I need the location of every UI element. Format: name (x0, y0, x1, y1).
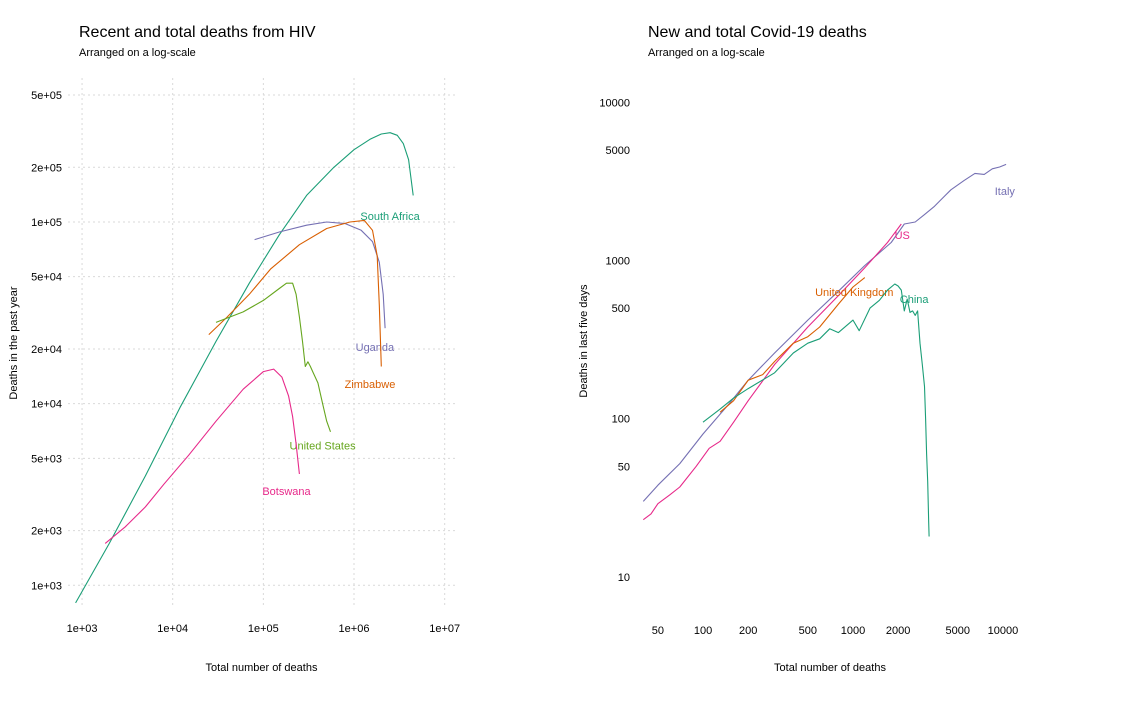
y-axis-label: Deaths in last five days (578, 284, 590, 398)
series-label-south-africa: South Africa (360, 211, 420, 223)
series-line-united-kingdom (719, 277, 866, 413)
y-tick-label: 5e+03 (31, 453, 62, 465)
series-label-united-states: United States (290, 440, 357, 452)
series-line-south-africa (75, 132, 414, 604)
series-line-italy (642, 163, 1007, 502)
chart-title: New and total Covid-19 deaths (648, 24, 867, 41)
series-label-united-kingdom: United Kingdom (815, 287, 893, 299)
x-tick-label: 100 (694, 625, 712, 637)
chart-panel-2: New and total Covid-19 deaths Arranged on… (578, 24, 1018, 674)
series-label-us: US (895, 230, 910, 242)
y-tick-label: 5000 (606, 145, 630, 157)
series-line-us (642, 223, 902, 521)
y-tick-label: 1e+04 (31, 399, 62, 411)
y-tick-label: 500 (612, 303, 630, 315)
y-tick-label: 5e+04 (31, 272, 62, 284)
y-tick-label: 50 (618, 461, 630, 473)
chart-panel-1: Recent and total deaths from HIV Arranged… (8, 24, 460, 674)
x-tick-label: 1e+07 (429, 623, 460, 635)
x-tick-label: 2000 (886, 625, 910, 637)
series-label-botswana: Botswana (262, 486, 311, 498)
x-tick-label: 1e+06 (339, 623, 370, 635)
y-tick-label: 10 (618, 572, 630, 584)
x-tick-label: 1000 (841, 625, 865, 637)
x-tick-label: 1e+05 (248, 623, 279, 635)
series-line-zimbabwe (208, 219, 382, 367)
x-tick-label: 1e+03 (67, 623, 98, 635)
y-tick-label: 1e+03 (31, 580, 62, 592)
y-tick-label: 1e+05 (31, 217, 62, 229)
y-tick-label: 2e+05 (31, 162, 62, 174)
series-label-china: China (900, 294, 930, 306)
series-line-united-states (215, 282, 332, 432)
y-tick-label: 10000 (599, 97, 630, 109)
x-tick-label: 10000 (988, 625, 1019, 637)
x-axis-label: Total number of deaths (206, 662, 318, 674)
y-tick-label: 2e+03 (31, 526, 62, 538)
x-tick-label: 500 (799, 625, 817, 637)
x-axis-label: Total number of deaths (774, 662, 886, 674)
series-line-uganda (254, 221, 386, 329)
series-label-italy: Italy (995, 186, 1016, 198)
series-label-uganda: Uganda (356, 342, 395, 354)
chart-title: Recent and total deaths from HIV (79, 24, 316, 41)
x-tick-label: 5000 (946, 625, 970, 637)
x-tick-label: 50 (652, 625, 664, 637)
y-tick-label: 100 (612, 414, 630, 426)
y-tick-label: 1000 (606, 255, 630, 267)
series-line-china (702, 283, 930, 537)
x-tick-label: 200 (739, 625, 757, 637)
y-axis-label: Deaths in the past year (8, 286, 20, 399)
chart-subtitle: Arranged on a log-scale (79, 47, 196, 59)
y-tick-label: 5e+05 (31, 90, 62, 102)
series-label-zimbabwe: Zimbabwe (345, 379, 396, 391)
x-tick-label: 1e+04 (157, 623, 188, 635)
chart-subtitle: Arranged on a log-scale (648, 47, 765, 59)
series-line-botswana (104, 368, 300, 544)
y-tick-label: 2e+04 (31, 344, 62, 356)
